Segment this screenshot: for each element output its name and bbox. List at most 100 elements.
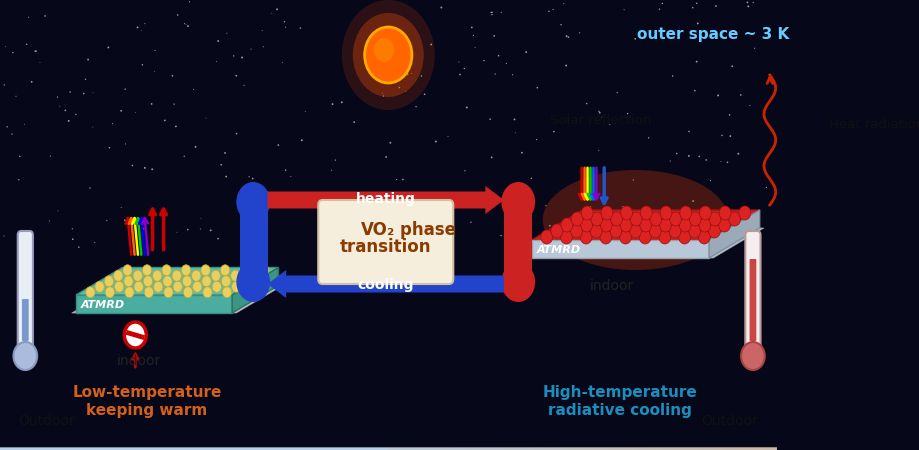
Circle shape [85,287,95,298]
Circle shape [738,206,750,220]
Point [118,140,132,148]
Point [541,8,556,15]
Point [128,109,142,116]
Polygon shape [607,0,620,450]
Point [742,102,756,109]
Circle shape [590,224,601,238]
Point [244,236,259,243]
Point [376,92,391,99]
Point [722,132,737,140]
Point [619,238,634,245]
Point [114,107,129,114]
Circle shape [540,230,552,244]
Circle shape [164,287,173,298]
Point [542,222,557,230]
Text: indoor: indoor [589,279,633,293]
Point [467,44,482,51]
Point [464,24,479,31]
Point [483,154,498,161]
Circle shape [182,276,191,287]
Point [747,228,762,235]
Point [722,132,737,140]
Point [193,215,208,222]
Point [559,32,573,40]
FancyBboxPatch shape [17,231,33,349]
Point [203,227,218,234]
Point [169,229,184,236]
Circle shape [143,276,153,287]
Point [102,144,117,151]
Point [714,132,729,139]
Point [244,236,259,243]
Point [467,44,482,51]
Point [209,58,223,65]
Circle shape [353,13,424,97]
Point [713,158,728,165]
Polygon shape [673,0,686,450]
Point [757,166,772,174]
Point [681,153,696,160]
Point [178,21,193,28]
Point [166,100,181,108]
Point [529,84,544,91]
Point [561,34,575,41]
Point [218,149,233,157]
Point [721,111,736,118]
Point [136,225,151,232]
Polygon shape [620,0,633,450]
Circle shape [163,276,172,287]
Point [615,203,630,210]
Circle shape [373,38,393,62]
Point [747,228,762,235]
Point [147,68,162,75]
Point [359,222,374,229]
Circle shape [659,218,671,232]
Point [506,116,521,123]
Point [28,48,42,55]
Point [298,108,312,115]
Point [440,133,455,140]
Point [114,107,129,114]
Point [724,63,739,70]
Point [685,198,699,205]
Point [390,224,404,231]
Point [377,237,391,244]
FancyBboxPatch shape [318,200,453,284]
Point [506,116,521,123]
Polygon shape [531,210,759,240]
Point [486,32,501,40]
Point [180,226,195,233]
Point [176,153,191,160]
Point [434,4,448,11]
Point [418,217,433,224]
Point [616,6,630,14]
Point [390,224,404,231]
Point [654,0,669,7]
Point [484,9,499,16]
Point [484,11,499,18]
Point [0,81,12,89]
Point [165,72,179,79]
Point [311,240,325,247]
Point [328,157,343,164]
Circle shape [719,206,731,220]
Point [594,113,608,121]
Polygon shape [646,0,659,450]
Point [483,154,498,161]
Point [278,166,292,174]
Point [625,176,640,184]
Point [99,217,114,225]
Text: Outdoor: Outdoor [18,414,75,428]
Point [553,21,568,28]
Point [182,0,197,5]
Point [556,0,571,7]
Point [19,41,34,48]
Point [213,161,228,168]
Circle shape [114,281,124,292]
Point [681,128,696,135]
Point [698,220,712,228]
Circle shape [639,218,651,232]
Point [721,111,736,118]
Circle shape [202,287,212,298]
Point [17,121,32,128]
